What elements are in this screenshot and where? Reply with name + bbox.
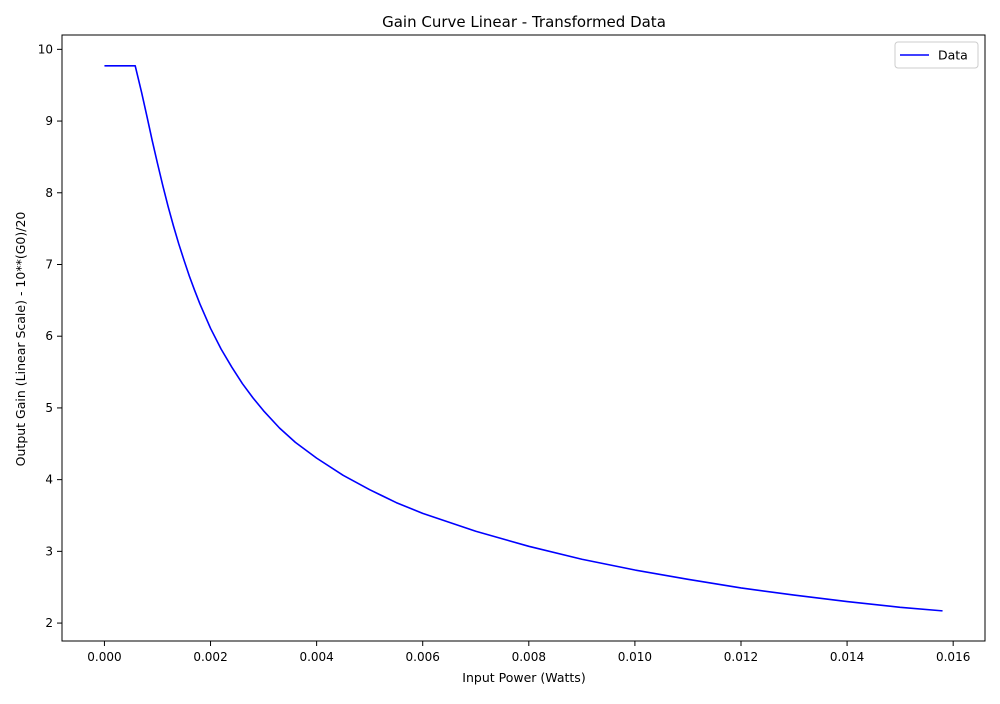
x-tick-label: 0.004 [299, 650, 333, 664]
plot-frame [61, 34, 986, 642]
y-tick-label: 2 [45, 616, 53, 630]
x-tick-label: 0.010 [618, 650, 652, 664]
x-tick-label: 0.006 [406, 650, 440, 664]
x-tick-label: 0.002 [193, 650, 227, 664]
legend-label: Data [938, 48, 968, 63]
y-tick-label: 3 [45, 544, 53, 558]
x-tick-label: 0.014 [830, 650, 864, 664]
x-tick-label: 0.000 [87, 650, 121, 664]
x-axis-label: Input Power (Watts) [462, 670, 585, 685]
x-tick-label: 0.008 [512, 650, 546, 664]
y-tick-label: 6 [45, 329, 53, 343]
plot-area: 0.000 0.002 0.004 0.006 0.008 0.010 0.012 0.014… [38, 34, 986, 664]
y-tick-label: 10 [38, 42, 53, 56]
x-tick-label: 0.012 [724, 650, 758, 664]
y-tick-label: 8 [45, 186, 53, 200]
y-tick-label: 4 [45, 473, 53, 487]
x-tick-label: 0.016 [936, 650, 970, 664]
legend: Data [894, 41, 979, 69]
y-tick-label: 7 [45, 257, 53, 271]
y-axis-label: Output Gain (Linear Scale) - 10**(G0)/20 [13, 212, 28, 467]
series-line-data [104, 65, 943, 612]
legend-box [894, 41, 979, 69]
y-tick-label: 5 [45, 401, 53, 415]
y-tick-label: 9 [45, 114, 53, 128]
chart-title: Gain Curve Linear - Transformed Data [382, 13, 666, 31]
